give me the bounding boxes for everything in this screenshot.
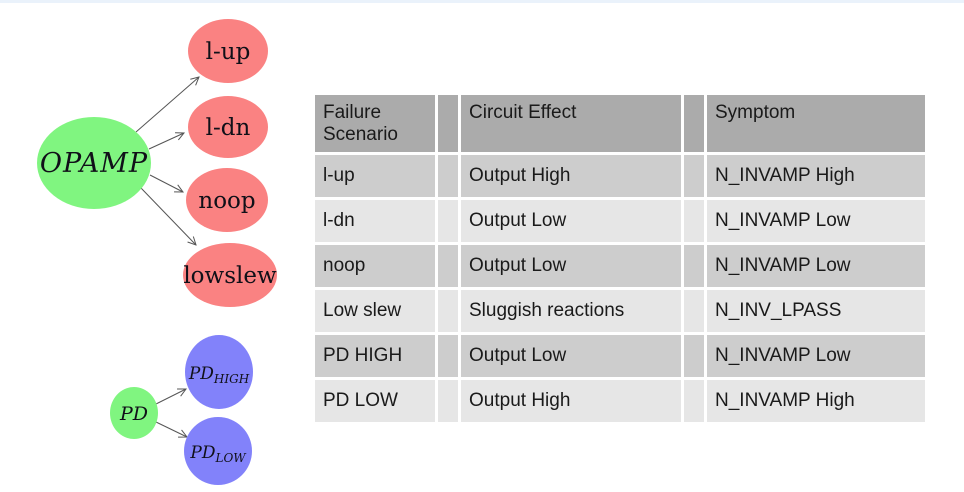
node-lup (188, 19, 268, 83)
node-lowslew (183, 243, 277, 307)
node-pdlow-base: PD (189, 443, 215, 463)
node-pdhigh-subscript: HIGH (213, 372, 250, 386)
edge-opamp-lowslew (140, 187, 196, 245)
edge-opamp-lup (135, 77, 199, 133)
row6-effect: Output High (461, 380, 681, 422)
row6-scenario: PD LOW (315, 380, 435, 422)
node-noop-label: noop (198, 188, 255, 214)
row1-spacer-1 (438, 155, 458, 197)
node-ldn (188, 96, 268, 158)
row2-spacer-2 (684, 200, 704, 242)
row2-scenario: l-dn (315, 200, 435, 242)
row2-symptom: N_INVAMP Low (707, 200, 925, 242)
row5-symptom: N_INVAMP Low (707, 335, 925, 377)
row3-scenario: noop (315, 245, 435, 287)
edge-opamp-ldn (148, 133, 184, 150)
row1-symptom: N_INVAMP High (707, 155, 925, 197)
row5-spacer-1 (438, 335, 458, 377)
header-failure-scenario: Failure Scenario (315, 95, 435, 152)
node-pdlow (184, 417, 252, 485)
node-opamp (37, 117, 151, 209)
header-circuit-effect: Circuit Effect (461, 95, 681, 152)
row2-spacer-1 (438, 200, 458, 242)
node-ldn-label: l-dn (206, 115, 251, 141)
failure-scenario-table: Failure Scenario Circuit Effect Symptom … (315, 95, 925, 422)
row6-spacer-2 (684, 380, 704, 422)
row1-effect: Output High (461, 155, 681, 197)
node-noop (186, 168, 268, 232)
edge-opamp-noop (149, 174, 183, 192)
node-pdhigh (185, 335, 253, 409)
row2-effect: Output Low (461, 200, 681, 242)
header-symptom: Symptom (707, 95, 925, 152)
row4-effect: Sluggish reactions (461, 290, 681, 332)
row4-spacer-1 (438, 290, 458, 332)
row5-effect: Output Low (461, 335, 681, 377)
row5-spacer-2 (684, 335, 704, 377)
node-opamp-label: OPAMP (40, 148, 148, 179)
row4-spacer-2 (684, 290, 704, 332)
node-pdlow-label: PDLOW (189, 443, 247, 465)
row3-effect: Output Low (461, 245, 681, 287)
fault-tree-diagram: OPAMP l-up l-dn noop lowslew PD PDHIGH P… (37, 19, 277, 485)
row6-symptom: N_INVAMP High (707, 380, 925, 422)
node-pdhigh-base: PD (188, 364, 214, 384)
header-spacer-1 (438, 95, 458, 152)
node-pdhigh-label: PDHIGH (188, 364, 250, 386)
header-spacer-2 (684, 95, 704, 152)
row3-spacer-1 (438, 245, 458, 287)
node-lup-label: l-up (206, 39, 251, 65)
row3-spacer-2 (684, 245, 704, 287)
top-strip (0, 0, 964, 3)
row4-symptom: N_INV_LPASS (707, 290, 925, 332)
row6-spacer-1 (438, 380, 458, 422)
node-lowslew-label: lowslew (183, 263, 277, 289)
row1-scenario: l-up (315, 155, 435, 197)
row3-symptom: N_INVAMP Low (707, 245, 925, 287)
edge-pd-pdhigh (155, 389, 186, 405)
node-pd-label: PD (119, 403, 148, 425)
row5-scenario: PD HIGH (315, 335, 435, 377)
row4-scenario: Low slew (315, 290, 435, 332)
node-pdlow-subscript: LOW (214, 451, 247, 465)
edge-pd-pdlow (155, 421, 187, 437)
row1-spacer-2 (684, 155, 704, 197)
node-pd (110, 387, 158, 439)
